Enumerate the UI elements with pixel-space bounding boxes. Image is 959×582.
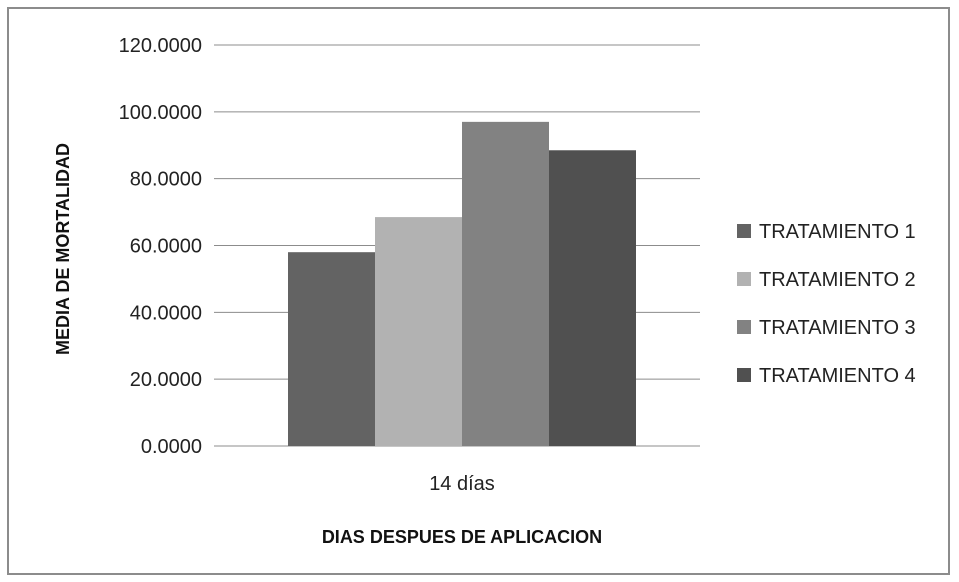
chart-area: 0.0000 20.0000 40.0000 60.0000 80.0000 100.00… bbox=[7, 7, 950, 575]
legend-swatch-4 bbox=[737, 368, 751, 382]
y-tick-label: 60.0000 bbox=[130, 236, 202, 258]
y-tick-label: 120.0000 bbox=[119, 35, 202, 57]
y-tick-label: 40.0000 bbox=[130, 302, 202, 324]
legend-swatch-1 bbox=[737, 224, 751, 238]
y-axis-ticks: 0.0000 20.0000 40.0000 60.0000 80.0000 100.00… bbox=[119, 35, 202, 458]
legend-label-2: TRATAMIENTO 2 bbox=[759, 269, 916, 291]
legend-label-3: TRATAMIENTO 3 bbox=[759, 317, 916, 339]
bar-chart: 0.0000 20.0000 40.0000 60.0000 80.0000 100.00… bbox=[53, 35, 916, 547]
y-tick-label: 20.0000 bbox=[130, 369, 202, 391]
y-tick-label: 100.0000 bbox=[119, 102, 202, 124]
y-axis-title: MEDIA DE MORTALIDAD bbox=[53, 143, 73, 355]
legend-swatch-3 bbox=[737, 320, 751, 334]
legend: TRATAMIENTO 1 TRATAMIENTO 2 TRATAMIENTO 3 T… bbox=[737, 221, 916, 387]
y-tick-label: 80.0000 bbox=[130, 169, 202, 191]
x-tick-label: 14 días bbox=[429, 473, 495, 495]
legend-label-1: TRATAMIENTO 1 bbox=[759, 221, 916, 243]
bar-2 bbox=[375, 217, 462, 446]
bar-3 bbox=[462, 121, 549, 446]
legend-label-4: TRATAMIENTO 4 bbox=[759, 365, 916, 387]
bars bbox=[288, 121, 636, 446]
bar-4 bbox=[549, 150, 636, 446]
bar-1 bbox=[288, 252, 375, 446]
x-axis-title: DIAS DESPUES DE APLICACION bbox=[322, 527, 602, 547]
y-tick-label: 0.0000 bbox=[141, 436, 202, 458]
legend-swatch-2 bbox=[737, 272, 751, 286]
x-axis-ticks: 14 días bbox=[429, 473, 495, 495]
